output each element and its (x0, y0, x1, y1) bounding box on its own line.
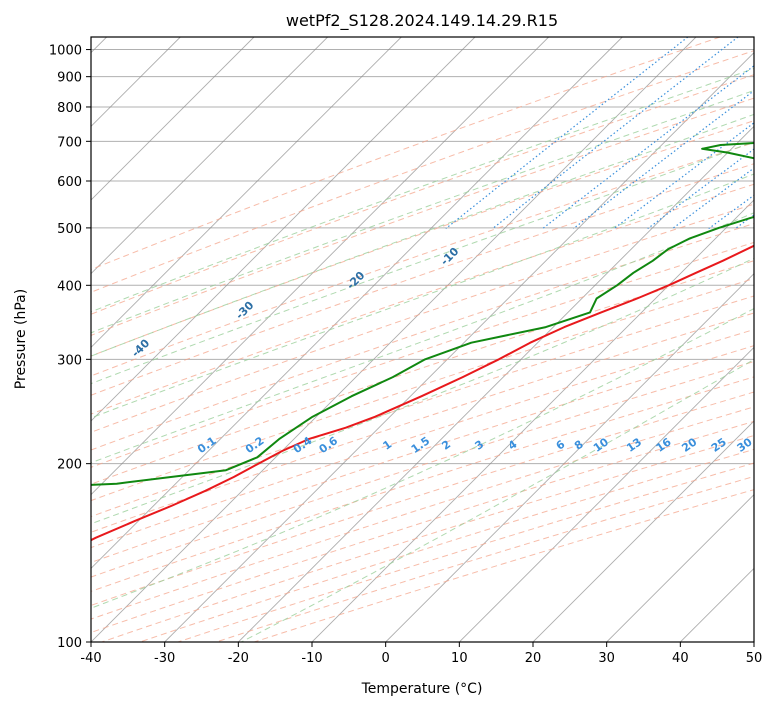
y-tick-label: 600 (57, 175, 82, 190)
x-axis-label: Temperature (°C) (361, 681, 483, 697)
y-tick-label: 500 (57, 222, 82, 237)
y-tick-label: 200 (57, 458, 82, 473)
x-tick-label: -30 (154, 651, 175, 666)
x-tick-label: 20 (525, 651, 542, 666)
y-tick-label: 400 (57, 279, 82, 294)
x-tick-label: -20 (228, 651, 249, 666)
y-tick-label: 700 (57, 135, 82, 150)
y-tick-label: 100 (57, 636, 82, 651)
x-tick-label: 40 (672, 651, 689, 666)
x-tick-label: 30 (598, 651, 615, 666)
x-tick-label: -10 (301, 651, 322, 666)
x-tick-label: 50 (746, 651, 763, 666)
y-tick-label: 900 (57, 71, 82, 86)
x-tick-label: -40 (80, 651, 101, 666)
y-tick-label: 300 (57, 353, 82, 368)
y-tick-label: 1000 (49, 44, 82, 59)
y-axis-label: Pressure (hPa) (13, 289, 29, 389)
x-tick-label: 0 (382, 651, 390, 666)
y-tick-label: 800 (57, 101, 82, 116)
chart-title: wetPf2_S128.2024.149.14.29.R15 (286, 11, 558, 31)
x-tick-label: 10 (451, 651, 468, 666)
